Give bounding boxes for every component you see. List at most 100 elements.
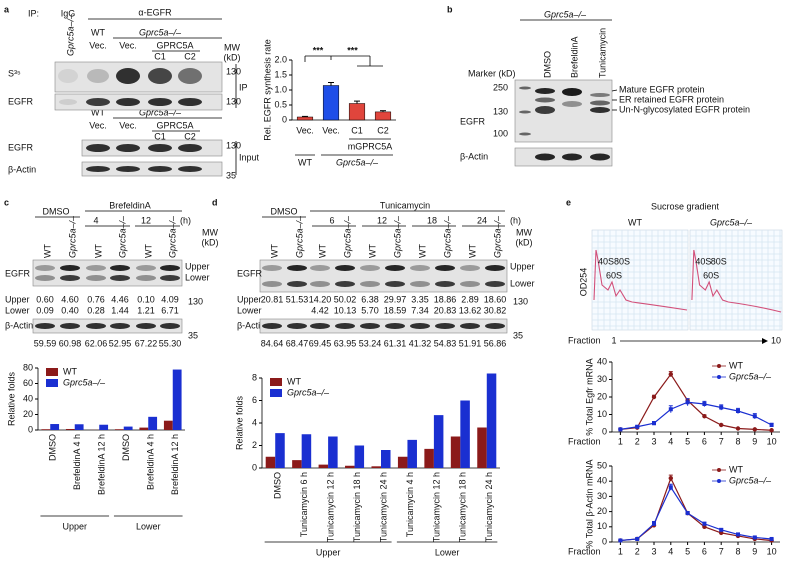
line bbox=[620, 476, 772, 542]
band bbox=[59, 99, 77, 105]
y-tick-label: 1.0 bbox=[274, 84, 287, 94]
band bbox=[562, 101, 582, 107]
label: 80S bbox=[614, 256, 630, 266]
legend-marker bbox=[717, 479, 721, 483]
band bbox=[460, 265, 480, 271]
label: DMSO bbox=[43, 206, 70, 216]
marker bbox=[635, 424, 640, 429]
label: 130 bbox=[493, 106, 508, 116]
legend-label: Gprc5a–/– bbox=[729, 475, 772, 485]
label: 29.97 bbox=[384, 294, 407, 304]
band bbox=[485, 323, 505, 329]
band bbox=[410, 281, 430, 287]
x-tick-label: Tunicamycin 6 h bbox=[299, 472, 309, 537]
label: 80S bbox=[711, 256, 727, 266]
blot bbox=[32, 318, 183, 334]
label: 55.30 bbox=[159, 338, 182, 348]
marker bbox=[719, 405, 724, 410]
x-tick-label: C1 bbox=[351, 125, 363, 135]
label: IgG bbox=[61, 8, 76, 18]
bar bbox=[424, 448, 434, 468]
label: Gprc5a–/– bbox=[117, 215, 127, 258]
bar bbox=[477, 427, 487, 468]
label: S³⁵ bbox=[8, 68, 21, 78]
x-tick-label: 2 bbox=[635, 436, 640, 446]
label: Gprc5a–/– bbox=[342, 215, 352, 258]
bar bbox=[460, 400, 470, 468]
label: 0.28 bbox=[87, 305, 105, 315]
label: EGFR bbox=[8, 96, 34, 106]
label: BrefeldinA bbox=[109, 200, 151, 210]
label: 24 bbox=[477, 215, 487, 225]
label: 130 bbox=[513, 296, 528, 306]
band bbox=[485, 281, 505, 287]
band bbox=[335, 323, 355, 329]
panel-letter: c bbox=[4, 197, 9, 207]
band bbox=[535, 88, 555, 94]
band bbox=[410, 323, 430, 329]
label: 56.86 bbox=[484, 338, 507, 348]
y-tick-label: 40 bbox=[597, 476, 607, 486]
band bbox=[435, 323, 455, 329]
label: 60S bbox=[703, 270, 719, 280]
label: 84.64 bbox=[261, 338, 284, 348]
y-tick-label: 0 bbox=[252, 462, 257, 472]
band bbox=[519, 86, 531, 90]
blot bbox=[259, 259, 508, 293]
band bbox=[178, 68, 202, 84]
label: 12 bbox=[377, 215, 387, 225]
marker bbox=[702, 521, 707, 526]
x-tick-label: 4 bbox=[668, 436, 673, 446]
label: 30.82 bbox=[484, 305, 507, 315]
y-axis-label: % Total β-Actin mRNA bbox=[584, 459, 594, 548]
x-tick-label: BrefeldinA 12 h bbox=[97, 434, 107, 495]
marker bbox=[719, 422, 724, 428]
x-tick-label: 5 bbox=[685, 546, 690, 556]
label: Upper bbox=[237, 294, 262, 304]
label: Tunicamycin bbox=[597, 28, 607, 78]
label: ER retained EGFR protein bbox=[619, 94, 724, 104]
label: Vec. bbox=[119, 40, 137, 50]
band bbox=[178, 98, 202, 106]
bar bbox=[41, 429, 51, 430]
x-tick-label: DMSO bbox=[273, 472, 283, 499]
x-tick-label: 9 bbox=[752, 546, 757, 556]
arrow-head bbox=[762, 338, 768, 344]
bar bbox=[354, 445, 365, 468]
x-tick-label: 3 bbox=[651, 436, 656, 446]
band bbox=[287, 281, 307, 287]
label: 60.98 bbox=[59, 338, 82, 348]
label: 69.45 bbox=[309, 338, 332, 348]
legend-swatch bbox=[270, 378, 282, 386]
label: *** bbox=[347, 45, 358, 55]
marker bbox=[635, 536, 640, 541]
label: GPRC5A bbox=[156, 40, 193, 50]
marker bbox=[652, 521, 656, 526]
label: (h) bbox=[180, 215, 191, 225]
marker bbox=[752, 427, 757, 432]
x-tick-label: 5 bbox=[685, 436, 690, 446]
marker bbox=[736, 532, 740, 537]
x-tick-label: Vec. bbox=[322, 125, 340, 135]
label: Gprc5a–/– bbox=[139, 27, 182, 37]
panel-letter: b bbox=[447, 4, 453, 14]
x-tick-label: Tunicamycin 4 h bbox=[405, 472, 415, 537]
label: 6 bbox=[329, 215, 334, 225]
line bbox=[620, 486, 772, 542]
bar bbox=[50, 424, 60, 430]
label: WT bbox=[367, 244, 377, 258]
label: 0.09 bbox=[36, 305, 54, 315]
label: 18.60 bbox=[484, 294, 507, 304]
x-tick-label: 4 bbox=[668, 546, 673, 556]
bar bbox=[371, 466, 381, 468]
group-label: Upper bbox=[62, 521, 87, 531]
label: (kD) bbox=[224, 52, 241, 62]
x-tick-label: 6 bbox=[702, 546, 707, 556]
y-tick-label: 40 bbox=[23, 393, 33, 403]
label: 67.22 bbox=[135, 338, 158, 348]
legend-marker bbox=[717, 468, 721, 472]
label: Marker (kD) bbox=[468, 68, 516, 78]
band bbox=[435, 265, 455, 271]
label: 13.62 bbox=[459, 305, 482, 315]
